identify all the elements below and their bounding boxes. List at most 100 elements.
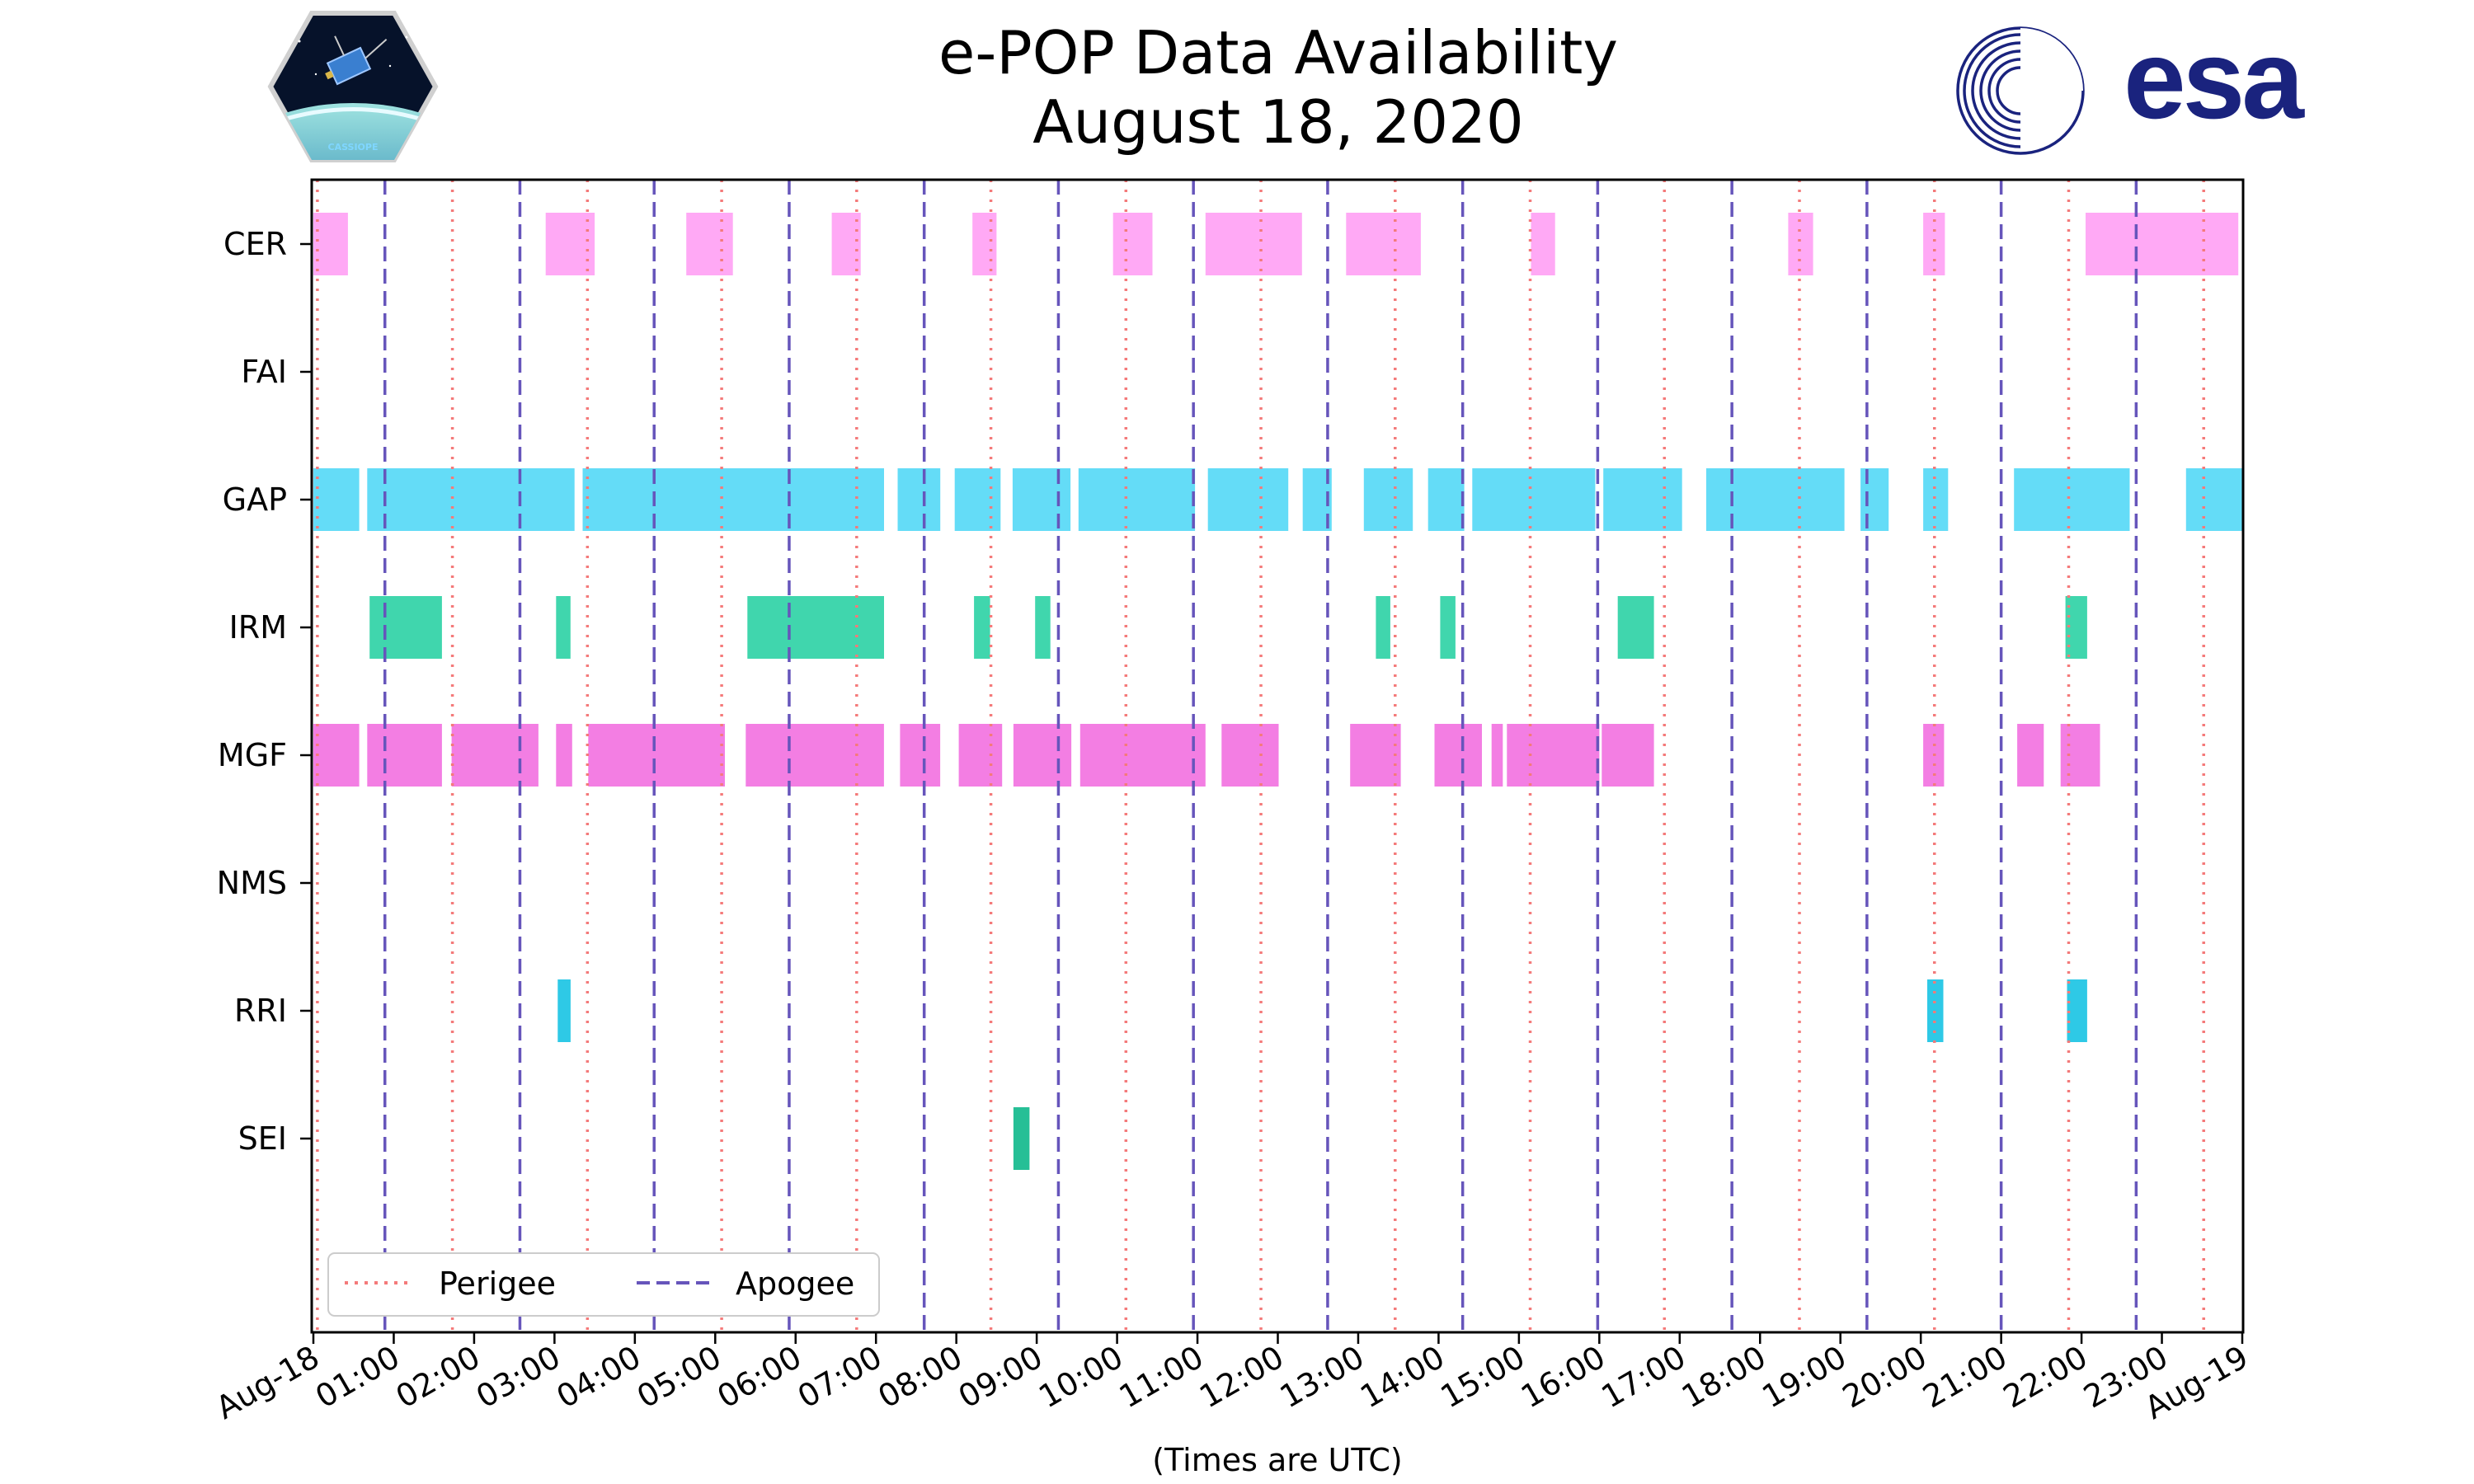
- bar-mgf-4: [588, 724, 725, 787]
- bar-gap-11: [1472, 468, 1596, 531]
- esa-logo: esa: [1956, 21, 2308, 155]
- orbit-lines-layer: [316, 180, 2205, 1332]
- bar-rri-2: [2067, 979, 2087, 1042]
- y-axis: CER FAI GAP IRM MGF NMS RRI SEI: [217, 226, 312, 1157]
- bar-gap-3: [897, 468, 941, 531]
- bar-gap-16: [2014, 468, 2130, 531]
- x-tick-label-21: 21:00: [1917, 1339, 2013, 1416]
- bar-cer-4: [972, 213, 997, 275]
- bar-cer-7: [1346, 213, 1421, 275]
- bar-gap-6: [1078, 468, 1196, 531]
- x-tick-label-12: 12:00: [1193, 1339, 1290, 1416]
- x-tick-label-17: 17:00: [1595, 1339, 1691, 1416]
- x-tick-label-16: 16:00: [1515, 1339, 1611, 1416]
- bar-irm-3: [974, 596, 990, 659]
- bar-gap-10: [1427, 468, 1465, 531]
- bar-gap-14: [1860, 468, 1889, 531]
- bar-mgf-17: [2017, 724, 2044, 787]
- bar-irm-7: [1617, 596, 1654, 659]
- bars-layer: [313, 213, 2242, 1170]
- bar-mgf-5: [745, 724, 884, 787]
- bar-mgf-7: [958, 724, 1003, 787]
- bar-irm-5: [1376, 596, 1390, 659]
- y-tick-label-cer: CER: [223, 226, 287, 262]
- legend-box: [327, 1252, 880, 1317]
- x-tick-label-0: Aug-18: [209, 1339, 325, 1426]
- y-tick-label-nms: NMS: [217, 865, 287, 901]
- bar-gap-17: [2185, 468, 2242, 531]
- bar-cer-2: [686, 213, 733, 275]
- x-tick-label-13: 13:00: [1274, 1339, 1371, 1416]
- bar-mgf-13: [1491, 724, 1503, 787]
- bar-mgf-3: [556, 724, 572, 787]
- legend-perigee-label: Perigee: [439, 1266, 556, 1302]
- bar-mgf-1: [367, 724, 442, 787]
- bar-gap-9: [1363, 468, 1413, 531]
- bar-gap-1: [367, 468, 575, 531]
- bar-irm-4: [1035, 596, 1051, 659]
- cassiope-logo: CASSIOPE: [267, 11, 439, 162]
- y-tick-label-mgf: MGF: [218, 737, 287, 773]
- bar-mgf-0: [313, 724, 360, 787]
- bar-mgf-14: [1507, 724, 1600, 787]
- bar-mgf-9: [1079, 724, 1206, 787]
- x-tick-label-8: 08:00: [872, 1339, 968, 1416]
- bar-mgf-11: [1350, 724, 1401, 787]
- x-tick-label-2: 02:00: [390, 1339, 487, 1416]
- bar-gap-13: [1706, 468, 1845, 531]
- bar-mgf-15: [1602, 724, 1654, 787]
- y-tick-label-irm: IRM: [229, 609, 287, 646]
- x-tick-label-3: 03:00: [470, 1339, 567, 1416]
- bar-cer-3: [831, 213, 861, 275]
- bar-cer-5: [1112, 213, 1153, 275]
- x-tick-label-7: 07:00: [792, 1339, 888, 1416]
- esa-logo-text: esa: [2124, 21, 2305, 142]
- x-tick-label-4: 04:00: [550, 1339, 647, 1416]
- x-tick-label-15: 15:00: [1435, 1339, 1531, 1416]
- x-tick-label-22: 22:00: [1997, 1339, 2094, 1416]
- x-tick-label-6: 06:00: [711, 1339, 807, 1416]
- x-tick-label-19: 19:00: [1756, 1339, 1852, 1416]
- y-tick-label-sei: SEI: [238, 1120, 287, 1157]
- bar-gap-5: [1012, 468, 1071, 531]
- bar-mgf-10: [1221, 724, 1279, 787]
- x-axis: Aug-1801:0002:0003:0004:0005:0006:0007:0…: [209, 1332, 2255, 1426]
- bar-gap-4: [954, 468, 1001, 531]
- x-axis-label: (Times are UTC): [1152, 1442, 1402, 1478]
- x-tick-label-1: 01:00: [309, 1339, 406, 1416]
- bar-cer-10: [1923, 213, 1945, 275]
- x-tick-label-9: 09:00: [952, 1339, 1049, 1416]
- chart-title-block: e-POP Data Availability August 18, 2020: [0, 18, 2474, 157]
- y-tick-label-rri: RRI: [234, 993, 287, 1029]
- x-tick-label-10: 10:00: [1032, 1339, 1129, 1416]
- bar-cer-11: [2086, 213, 2239, 275]
- legend-apogee-label: Apogee: [736, 1266, 854, 1302]
- x-tick-label-5: 05:00: [631, 1339, 727, 1416]
- bar-gap-2: [582, 468, 884, 531]
- bar-sei-0: [1013, 1107, 1030, 1170]
- bar-cer-1: [545, 213, 595, 275]
- bar-cer-9: [1788, 213, 1813, 275]
- chart-title: e-POP Data Availability: [938, 18, 1618, 87]
- bar-irm-1: [556, 596, 571, 659]
- bar-cer-6: [1205, 213, 1302, 275]
- bar-irm-2: [747, 596, 884, 659]
- chart-subtitle: August 18, 2020: [1032, 87, 1524, 157]
- bar-cer-0: [313, 213, 348, 275]
- bar-gap-7: [1207, 468, 1289, 531]
- bar-mgf-12: [1434, 724, 1482, 787]
- bar-mgf-6: [900, 724, 941, 787]
- y-tick-label-gap: GAP: [223, 481, 287, 518]
- x-tick-label-20: 20:00: [1837, 1339, 1933, 1416]
- x-tick-label-14: 14:00: [1354, 1339, 1451, 1416]
- x-tick-label-11: 11:00: [1113, 1339, 1210, 1416]
- bar-gap-0: [313, 468, 360, 531]
- bar-gap-12: [1603, 468, 1682, 531]
- legend: Perigee Apogee: [327, 1252, 880, 1317]
- bar-rri-0: [557, 979, 571, 1042]
- bar-mgf-18: [2060, 724, 2100, 787]
- x-tick-label-18: 18:00: [1676, 1339, 1772, 1416]
- bar-cer-8: [1531, 213, 1555, 275]
- y-tick-label-fai: FAI: [241, 354, 287, 390]
